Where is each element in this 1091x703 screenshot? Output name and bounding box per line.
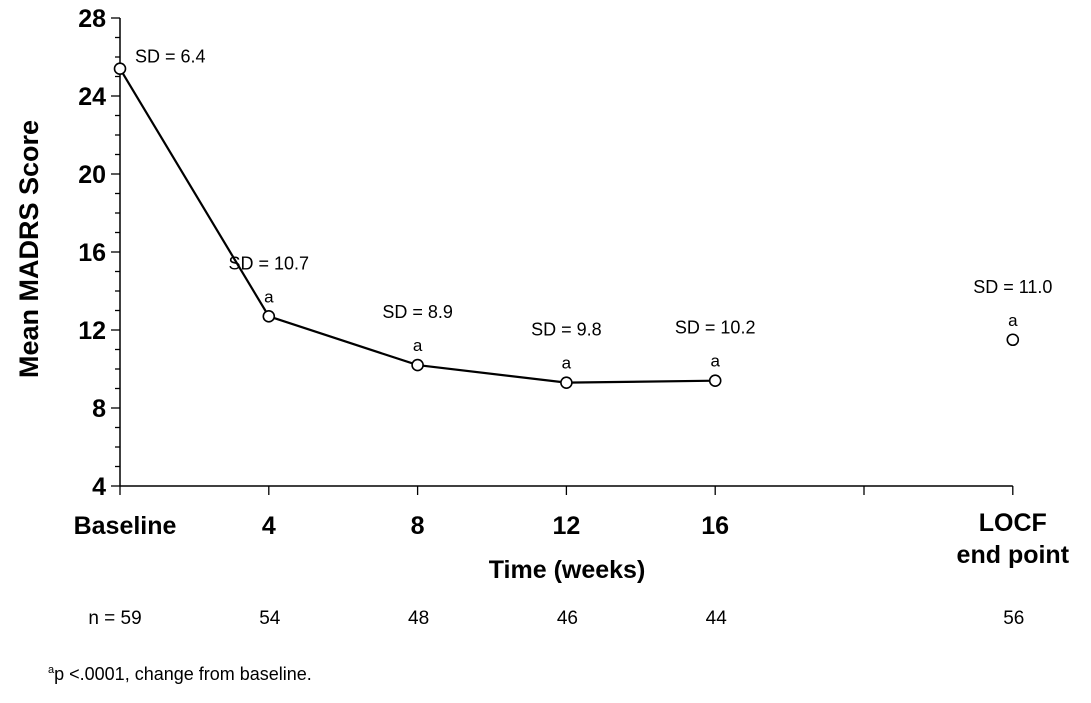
y-tick-label: 16 [78, 239, 106, 267]
series-layer [113, 62, 1020, 389]
data-point [411, 358, 424, 372]
footnote: ap <.0001, change from baseline. [48, 664, 312, 685]
data-point [113, 62, 127, 75]
x-tick-label: 12 [552, 512, 580, 540]
footnote-text: p <.0001, change from baseline. [54, 664, 312, 684]
y-tick-label: 20 [78, 161, 106, 189]
footnote-marker: a [48, 664, 55, 676]
y-axis-ticks: 4 8 12 16 20 24 28 [78, 5, 120, 501]
x-tick-label: 16 [701, 512, 729, 540]
data-point [708, 374, 722, 388]
significance-marker: a [264, 287, 274, 306]
n-label: 54 [259, 608, 281, 629]
x-axis-ticks: Baseline 4 8 12 16 LOCF end point [74, 486, 1070, 569]
y-tick-label: 8 [92, 395, 106, 423]
x-tick-label: LOCF end point [957, 509, 1070, 569]
significance-marker: a [710, 352, 720, 371]
sd-label: SD = 10.7 [229, 253, 310, 273]
chart-axes [119, 18, 1013, 487]
y-tick-label: 28 [78, 5, 106, 33]
x-tick-label: 8 [411, 512, 425, 540]
n-label: 44 [706, 608, 728, 629]
x-tick-label: 4 [262, 512, 276, 540]
sd-label: SD = 6.4 [135, 47, 206, 67]
data-point [1006, 333, 1020, 347]
x-axis-label: Time (weeks) [489, 556, 646, 584]
n-label: 56 [1003, 608, 1024, 629]
y-tick-label: 12 [78, 317, 106, 345]
y-axis-label: Mean MADRS Score [14, 120, 44, 378]
y-tick-label: 24 [78, 83, 106, 111]
n-label: n = 59 [88, 608, 141, 629]
annotation-layer: SD = 6.4 SD = 10.7 SD = 8.9 SD = 9.8 SD = 10… [88, 47, 1052, 629]
data-point [262, 310, 276, 323]
sd-label: SD = 9.8 [531, 320, 602, 340]
significance-marker: a [562, 354, 572, 373]
sd-label: SD = 8.9 [382, 302, 453, 322]
significance-marker: a [413, 336, 423, 355]
n-label: 48 [408, 608, 429, 629]
x-tick-label: Baseline [74, 512, 177, 540]
sd-label: SD = 11.0 [973, 277, 1052, 297]
n-label: 46 [557, 608, 578, 629]
significance-marker: a [1008, 311, 1018, 330]
y-tick-label: 4 [92, 473, 106, 501]
sd-label: SD = 10.2 [675, 318, 756, 338]
data-point [560, 376, 573, 389]
